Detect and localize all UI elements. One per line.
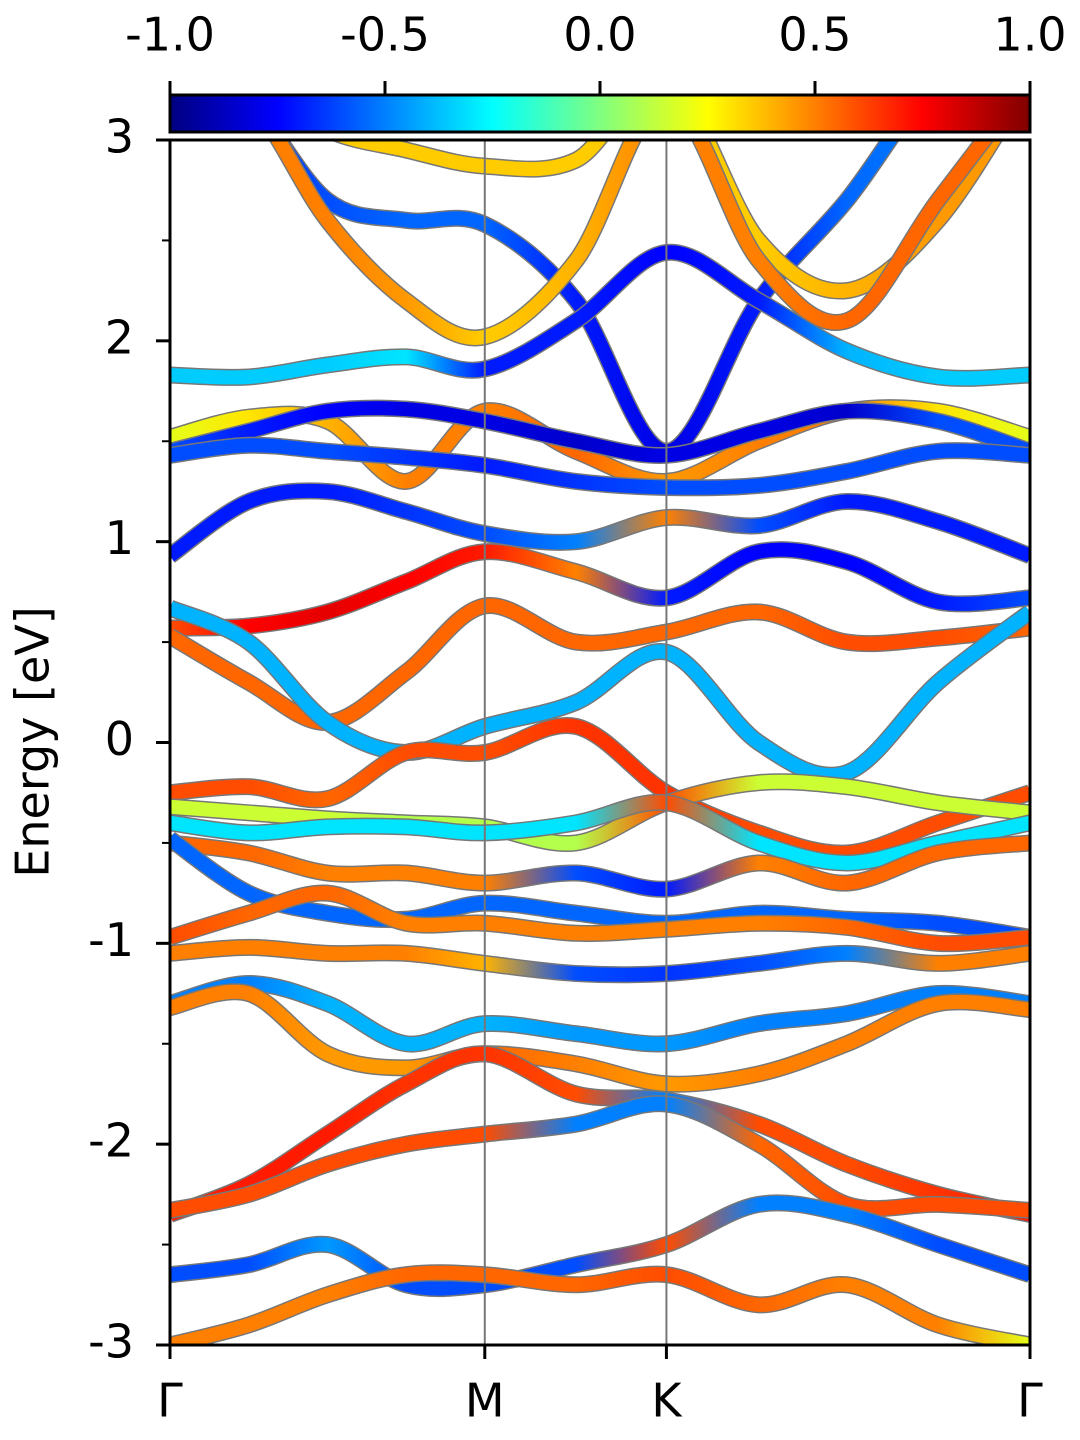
y-tick-label: 0	[105, 712, 134, 766]
band	[170, 886, 1030, 951]
colorbar	[168, 93, 1032, 134]
x-tick-label: Γ	[157, 1374, 183, 1428]
band	[170, 976, 1030, 1052]
band	[170, 598, 1030, 730]
y-tick-label: 3	[105, 110, 134, 164]
y-tick-label: 2	[105, 310, 134, 364]
y-tick-label: -2	[88, 1114, 134, 1168]
band	[170, 401, 1030, 463]
colorbar-tick-label: 0.5	[778, 8, 851, 62]
band	[170, 833, 1030, 945]
colorbar-tick-label: -0.5	[340, 8, 430, 62]
x-tick-label: Γ	[1017, 1374, 1043, 1428]
x-tick-label: M	[465, 1374, 505, 1428]
colorbar-tick-label: 1.0	[993, 8, 1066, 62]
band-outline	[170, 482, 1030, 564]
band	[170, 1096, 1030, 1218]
band	[170, 542, 1030, 636]
band	[170, 774, 1030, 851]
band	[170, 1195, 1030, 1296]
band	[170, 795, 1030, 871]
band	[170, 483, 1030, 563]
band	[170, 835, 1030, 897]
band	[170, 984, 1030, 1092]
band	[270, 140, 993, 345]
y-tick-label: -3	[88, 1315, 134, 1369]
band	[170, 1265, 1030, 1345]
band	[170, 940, 1030, 982]
band	[170, 438, 1030, 495]
band	[170, 1046, 1030, 1222]
y-tick-label: 1	[105, 511, 134, 565]
band	[170, 245, 1030, 386]
bands	[170, 140, 1030, 1345]
plot-frame	[168, 138, 1032, 1347]
colorbar-tick-label: 0.0	[563, 8, 636, 62]
x-tick-label: K	[651, 1374, 683, 1428]
band	[170, 718, 1030, 861]
y-axis-label: Energy [eV]	[6, 606, 60, 877]
band	[170, 601, 1030, 783]
colorbar-tick-label: -1.0	[125, 8, 215, 62]
y-tick-label: -1	[88, 913, 134, 967]
